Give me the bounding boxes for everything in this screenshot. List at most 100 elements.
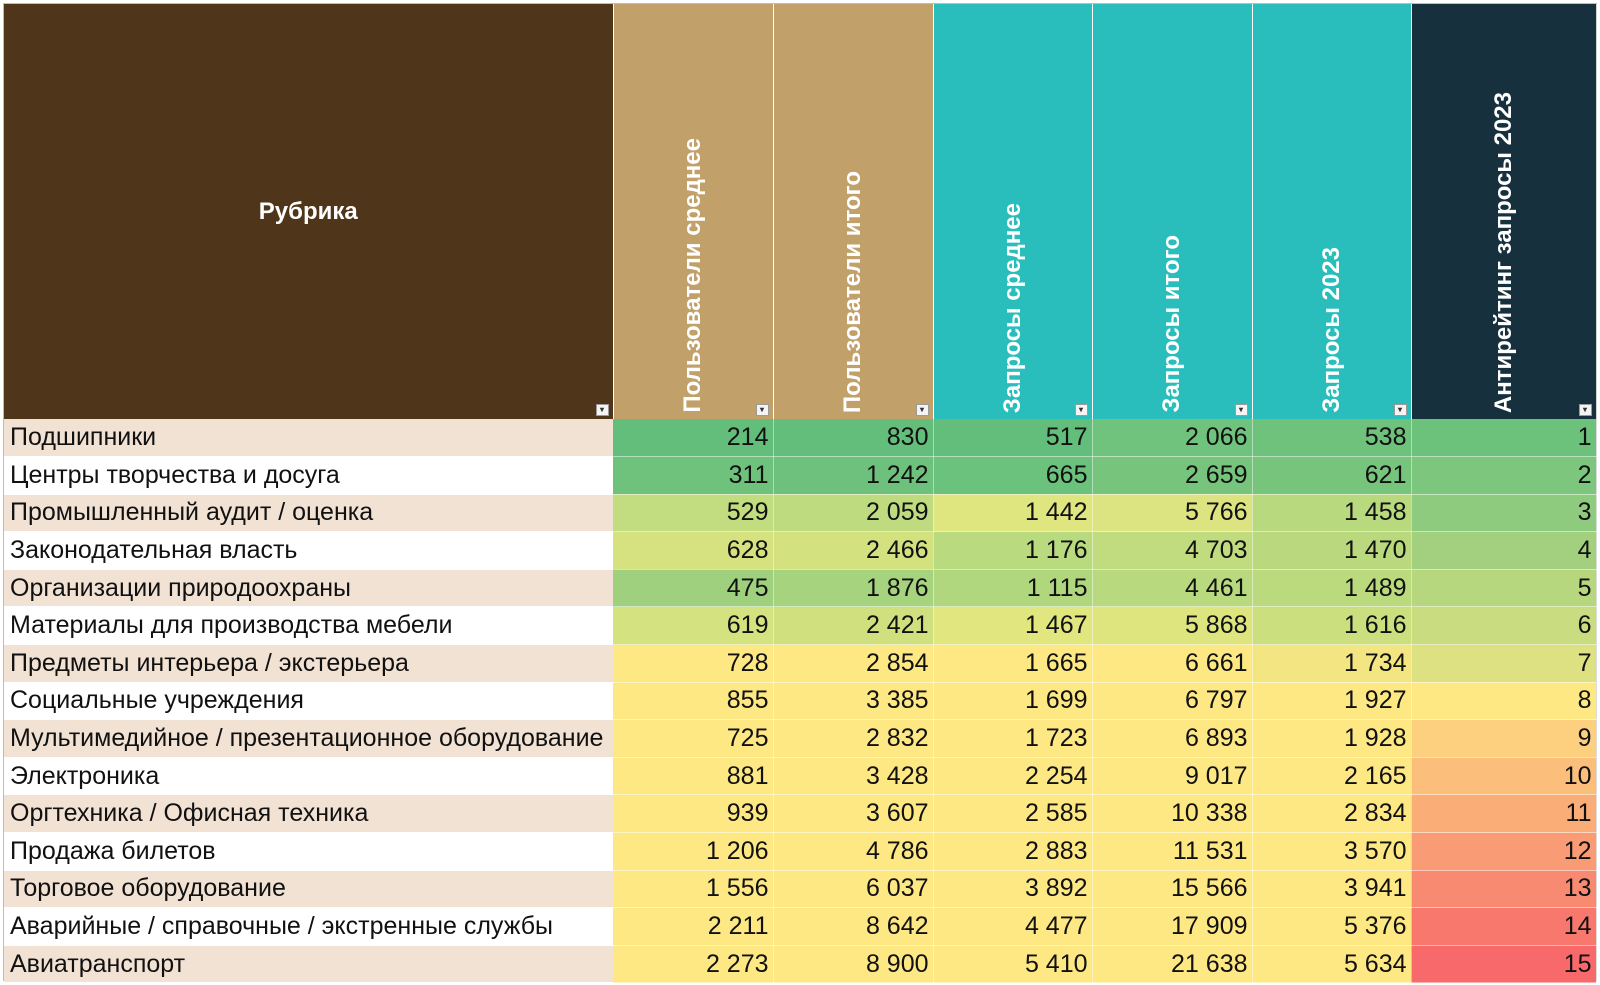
value-cell[interactable]: 830 xyxy=(773,419,934,458)
value-cell[interactable]: 21 638 xyxy=(1092,945,1253,984)
value-cell[interactable]: 3 428 xyxy=(773,757,934,796)
value-cell[interactable]: 1 699 xyxy=(933,682,1093,721)
value-cell[interactable]: 1 927 xyxy=(1252,682,1412,721)
value-cell[interactable]: 1 556 xyxy=(613,870,774,909)
value-cell[interactable]: 2 854 xyxy=(773,644,934,683)
filter-dropdown-icon[interactable]: ▾ xyxy=(755,404,769,416)
value-cell[interactable]: 1 928 xyxy=(1252,719,1412,758)
rubric-cell[interactable]: Оргтехника / Офисная техника xyxy=(4,794,613,834)
value-cell[interactable]: 1 876 xyxy=(773,569,934,608)
value-cell[interactable]: 6 661 xyxy=(1092,644,1253,683)
value-cell[interactable]: 3 941 xyxy=(1252,870,1412,909)
filter-dropdown-icon[interactable]: ▾ xyxy=(595,404,609,416)
value-cell[interactable]: 621 xyxy=(1252,456,1412,495)
value-cell[interactable]: 2 421 xyxy=(773,606,934,646)
value-cell[interactable]: 10 338 xyxy=(1092,794,1253,834)
rubric-cell[interactable]: Продажа билетов xyxy=(4,832,613,871)
value-cell[interactable]: 9 xyxy=(1411,719,1597,758)
rubric-cell[interactable]: Торговое оборудование xyxy=(4,870,613,909)
value-cell[interactable]: 3 xyxy=(1411,494,1597,533)
rubric-cell[interactable]: Законодательная власть xyxy=(4,531,613,570)
rubric-cell[interactable]: Организации природоохраны xyxy=(4,569,613,608)
value-cell[interactable]: 1 206 xyxy=(613,832,774,871)
value-cell[interactable]: 11 531 xyxy=(1092,832,1253,871)
value-cell[interactable]: 475 xyxy=(613,569,774,608)
rubric-cell[interactable]: Электроника xyxy=(4,757,613,796)
value-cell[interactable]: 1 442 xyxy=(933,494,1093,533)
value-cell[interactable]: 725 xyxy=(613,719,774,758)
value-cell[interactable]: 1 115 xyxy=(933,569,1093,608)
value-cell[interactable]: 2 834 xyxy=(1252,794,1412,834)
value-cell[interactable]: 665 xyxy=(933,456,1093,495)
value-cell[interactable]: 881 xyxy=(613,757,774,796)
value-cell[interactable]: 538 xyxy=(1252,419,1412,458)
value-cell[interactable]: 8 900 xyxy=(773,945,934,984)
rubric-cell[interactable]: Социальные учреждения xyxy=(4,682,613,721)
value-cell[interactable]: 3 570 xyxy=(1252,832,1412,871)
value-cell[interactable]: 2 165 xyxy=(1252,757,1412,796)
value-cell[interactable]: 2 466 xyxy=(773,531,934,570)
value-cell[interactable]: 619 xyxy=(613,606,774,646)
rubric-cell[interactable]: Аварийные / справочные / экстренные служ… xyxy=(4,907,613,946)
value-cell[interactable]: 6 xyxy=(1411,606,1597,646)
value-cell[interactable]: 1 242 xyxy=(773,456,934,495)
value-cell[interactable]: 1 470 xyxy=(1252,531,1412,570)
value-cell[interactable]: 855 xyxy=(613,682,774,721)
filter-dropdown-icon[interactable]: ▾ xyxy=(1393,404,1407,416)
value-cell[interactable]: 1 489 xyxy=(1252,569,1412,608)
value-cell[interactable]: 1 616 xyxy=(1252,606,1412,646)
value-cell[interactable]: 1 665 xyxy=(933,644,1093,683)
value-cell[interactable]: 5 868 xyxy=(1092,606,1253,646)
value-cell[interactable]: 4 477 xyxy=(933,907,1093,946)
value-cell[interactable]: 628 xyxy=(613,531,774,570)
value-cell[interactable]: 2 254 xyxy=(933,757,1093,796)
value-cell[interactable]: 4 xyxy=(1411,531,1597,570)
value-cell[interactable]: 1 176 xyxy=(933,531,1093,570)
rubric-cell[interactable]: Мультимедийное / презентационное оборудо… xyxy=(4,719,613,758)
value-cell[interactable]: 8 xyxy=(1411,682,1597,721)
value-cell[interactable]: 6 893 xyxy=(1092,719,1253,758)
filter-dropdown-icon[interactable]: ▾ xyxy=(1234,404,1248,416)
value-cell[interactable]: 15 xyxy=(1411,945,1597,984)
value-cell[interactable]: 15 566 xyxy=(1092,870,1253,909)
value-cell[interactable]: 5 410 xyxy=(933,945,1093,984)
value-cell[interactable]: 3 892 xyxy=(933,870,1093,909)
value-cell[interactable]: 1 723 xyxy=(933,719,1093,758)
value-cell[interactable]: 214 xyxy=(613,419,774,458)
filter-dropdown-icon[interactable]: ▾ xyxy=(915,404,929,416)
rubric-cell[interactable]: Предметы интерьера / экстерьера xyxy=(4,644,613,683)
value-cell[interactable]: 311 xyxy=(613,456,774,495)
value-cell[interactable]: 939 xyxy=(613,794,774,834)
filter-dropdown-icon[interactable]: ▾ xyxy=(1074,404,1088,416)
value-cell[interactable]: 2 832 xyxy=(773,719,934,758)
value-cell[interactable]: 10 xyxy=(1411,757,1597,796)
value-cell[interactable]: 2 659 xyxy=(1092,456,1253,495)
value-cell[interactable]: 5 634 xyxy=(1252,945,1412,984)
value-cell[interactable]: 14 xyxy=(1411,907,1597,946)
value-cell[interactable]: 3 607 xyxy=(773,794,934,834)
value-cell[interactable]: 5 xyxy=(1411,569,1597,608)
filter-dropdown-icon[interactable]: ▾ xyxy=(1578,404,1592,416)
rubric-cell[interactable]: Подшипники xyxy=(4,419,613,458)
value-cell[interactable]: 529 xyxy=(613,494,774,533)
value-cell[interactable]: 13 xyxy=(1411,870,1597,909)
value-cell[interactable]: 1 458 xyxy=(1252,494,1412,533)
value-cell[interactable]: 2 273 xyxy=(613,945,774,984)
value-cell[interactable]: 5 376 xyxy=(1252,907,1412,946)
value-cell[interactable]: 1 467 xyxy=(933,606,1093,646)
value-cell[interactable]: 1 xyxy=(1411,419,1597,458)
rubric-cell[interactable]: Промышленный аудит / оценка xyxy=(4,494,613,533)
value-cell[interactable]: 6 037 xyxy=(773,870,934,909)
value-cell[interactable]: 8 642 xyxy=(773,907,934,946)
value-cell[interactable]: 2 211 xyxy=(613,907,774,946)
rubric-cell[interactable]: Материалы для производства мебели xyxy=(4,606,613,646)
value-cell[interactable]: 17 909 xyxy=(1092,907,1253,946)
rubric-cell[interactable]: Авиатранспорт xyxy=(4,945,613,984)
value-cell[interactable]: 2 883 xyxy=(933,832,1093,871)
value-cell[interactable]: 517 xyxy=(933,419,1093,458)
value-cell[interactable]: 4 786 xyxy=(773,832,934,871)
value-cell[interactable]: 4 461 xyxy=(1092,569,1253,608)
value-cell[interactable]: 2 585 xyxy=(933,794,1093,834)
value-cell[interactable]: 11 xyxy=(1411,794,1597,834)
value-cell[interactable]: 728 xyxy=(613,644,774,683)
